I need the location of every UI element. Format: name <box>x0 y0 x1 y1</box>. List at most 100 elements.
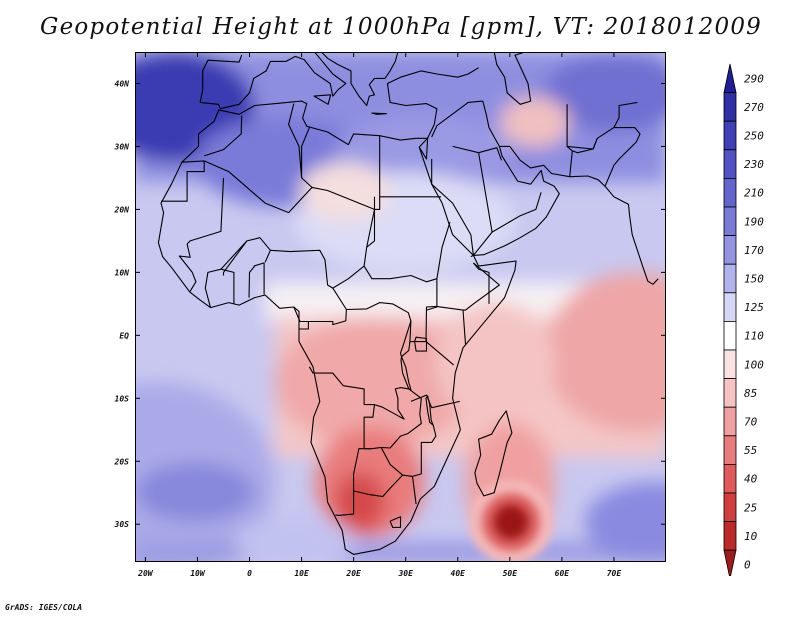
country-border <box>431 100 483 138</box>
colorbar-level-label: 270 <box>744 101 764 114</box>
country-border <box>270 249 365 289</box>
country-border <box>380 447 413 477</box>
country-border <box>401 341 454 366</box>
colorbar-swatch <box>723 206 737 237</box>
country-border <box>478 152 542 233</box>
colorbar-level-label: 0 <box>744 559 751 572</box>
colorbar-level-label: 125 <box>744 301 764 314</box>
coastline-balkans <box>321 52 399 107</box>
colorbar-level-label: 110 <box>744 330 764 343</box>
colorbar-level-label: 40 <box>744 473 758 486</box>
country-border <box>425 305 467 346</box>
country-border <box>353 474 403 498</box>
map-title: Geopotential Height at 1000hPa [gpm], VT… <box>40 14 762 40</box>
lat-tick-label: 20N <box>114 205 130 214</box>
lat-tick-label: 10S <box>115 394 130 403</box>
country-border <box>204 115 243 157</box>
colorbar-level-label: 230 <box>744 158 764 171</box>
colorbar: 2902702502302101901701501251101008570554… <box>723 63 764 576</box>
colorbar-level-label: 150 <box>744 273 764 286</box>
colorbar-swatch <box>723 320 737 351</box>
country-border <box>222 240 248 276</box>
colorbar-level-label: 250 <box>744 130 764 143</box>
country-border <box>248 265 256 298</box>
colorbar-swatch <box>723 521 737 551</box>
country-border <box>374 387 422 449</box>
country-border <box>472 262 490 304</box>
country-border <box>293 287 347 326</box>
country-border <box>410 394 460 409</box>
coastline-arabian-peninsula <box>431 146 560 256</box>
colorbar-level-label: 190 <box>744 215 764 228</box>
lon-tick-label: 60E <box>555 569 570 578</box>
lon-tick-label: 20E <box>345 569 361 578</box>
colorbar-swatch <box>723 292 737 322</box>
colorbar-swatch <box>723 492 737 523</box>
lon-tick-label: 50E <box>503 569 518 578</box>
country-border <box>186 177 225 245</box>
colorbar-swatch <box>723 178 737 208</box>
country-border <box>161 160 205 202</box>
colorbar-level-label: 55 <box>744 444 757 457</box>
country-border <box>203 160 376 214</box>
lon-tick-label: 10W <box>190 569 206 578</box>
map-plot-area <box>135 52 666 562</box>
colorbar-swatch <box>723 349 737 380</box>
lon-tick-label: 20W <box>137 569 154 578</box>
coastline-africa <box>157 100 517 555</box>
colorbar-swatch <box>723 463 737 494</box>
coastline-iberia-west <box>199 54 243 103</box>
lat-tick-label: 20S <box>114 457 130 466</box>
country-border <box>299 321 309 330</box>
colorbar-swatch <box>723 378 737 408</box>
coastline-madagascar <box>474 410 513 497</box>
country-border <box>346 302 412 357</box>
country-border <box>566 104 573 177</box>
lon-tick-label: 0 <box>247 569 252 578</box>
country-border <box>389 516 402 528</box>
coastline-crete <box>371 112 387 115</box>
lat-tick-label: EQ <box>119 331 129 340</box>
coastline-persia-india <box>499 145 659 285</box>
colorbar-swatch <box>723 263 737 294</box>
colorbar-level-label: 85 <box>744 387 757 400</box>
lat-tick-label: 40N <box>115 79 130 88</box>
country-border <box>288 103 313 188</box>
colorbar-swatch <box>723 120 737 151</box>
colorbar-swatch <box>723 235 737 265</box>
colorbar-level-label: 10 <box>744 530 758 543</box>
colorbar-level-label: 210 <box>744 187 764 200</box>
lat-tick-label: 30S <box>114 520 130 529</box>
country-border <box>335 473 355 516</box>
country-border <box>220 237 271 270</box>
coastline-sicily <box>313 94 332 105</box>
colorbar-swatch <box>723 406 737 437</box>
lake-victoria <box>414 336 428 352</box>
coastline-caspian <box>493 52 532 105</box>
lon-tick-label: 10E <box>294 569 309 578</box>
country-border <box>353 448 372 475</box>
lon-tick-label: 70E <box>607 569 622 578</box>
country-border <box>301 127 310 178</box>
country-border <box>178 243 197 293</box>
colorbar-swatch <box>723 63 737 93</box>
country-border <box>409 320 412 342</box>
colorbar-swatch <box>723 549 737 576</box>
lon-tick-label: 30E <box>397 569 413 578</box>
colorbar-level-label: 290 <box>744 72 764 85</box>
country-border <box>452 145 503 161</box>
coastline-levant-turkey <box>386 67 479 148</box>
footer-credit: GrADS: IGES/COLA <box>5 603 83 612</box>
country-border <box>472 231 493 256</box>
map-frame-border <box>135 52 666 562</box>
colorbar-level-label: 100 <box>744 358 764 371</box>
lake-malawi <box>425 395 434 426</box>
map-canvas <box>135 52 666 562</box>
coastlines-and-borders <box>157 52 666 555</box>
country-border <box>463 262 500 311</box>
colorbar-level-label: 170 <box>744 244 764 257</box>
country-border <box>572 138 598 154</box>
colorbar-level-label: 70 <box>744 416 758 429</box>
colorbar-swatch <box>723 92 737 122</box>
lat-tick-label: 10N <box>115 268 130 277</box>
